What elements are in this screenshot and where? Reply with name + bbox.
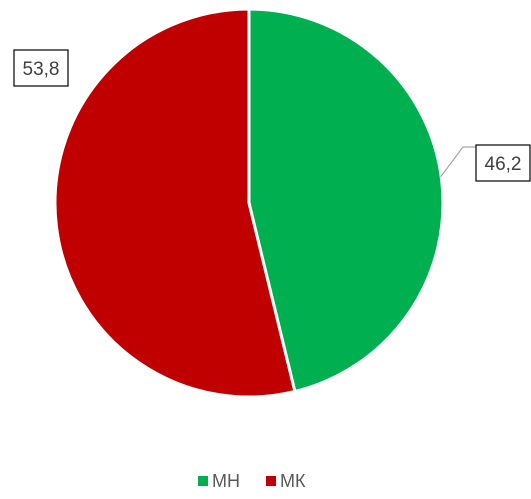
data-label-1: 46,2 (485, 154, 522, 175)
legend-swatch-2 (266, 476, 276, 486)
legend-swatch-1 (198, 476, 208, 486)
pie-slice-1 (247, 7, 445, 393)
pie-slice-2 (53, 7, 297, 399)
leader-line-1 (440, 146, 476, 178)
legend: МН МК (198, 471, 306, 491)
data-label-2: 53,8 (23, 59, 60, 80)
data-label-box-2 (13, 49, 69, 87)
leader-lines (440, 146, 476, 178)
pie-slices (53, 7, 445, 399)
data-label-box-1 (475, 144, 531, 182)
data-labels: 46,2 53,8 (13, 49, 531, 182)
legend-label-1: МН (212, 471, 240, 491)
legend-label-2: МК (280, 471, 306, 491)
